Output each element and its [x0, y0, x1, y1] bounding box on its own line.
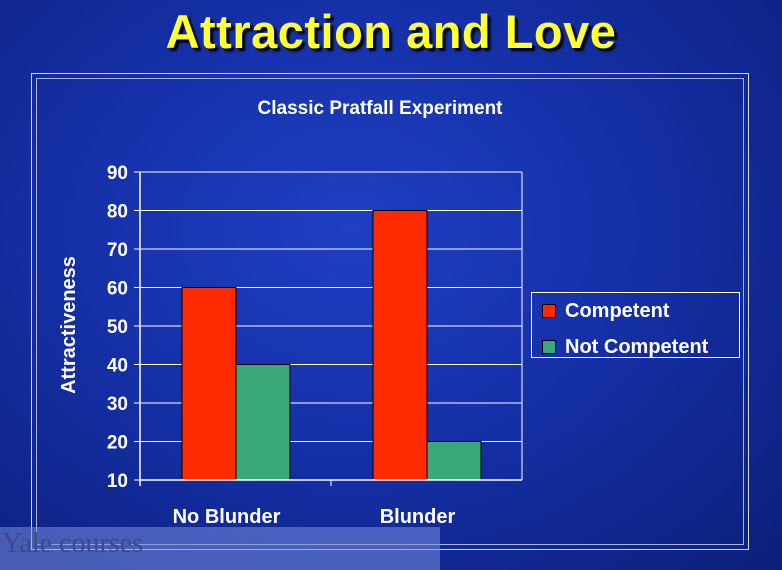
y-tick-label: 20: [107, 433, 128, 454]
y-tick-label: 40: [107, 356, 128, 377]
y-tick-label: 80: [107, 202, 128, 223]
bar-not-competent: [426, 441, 482, 481]
chart-legend: Competent Not Competent: [531, 292, 740, 358]
x-category-label: No Blunder: [173, 506, 281, 528]
legend-item-not-competent: Not Competent: [542, 334, 708, 360]
y-tick-label: 90: [107, 163, 128, 184]
y-tick-label: 30: [107, 394, 128, 415]
bar-competent: [181, 287, 237, 481]
chart-title: Classic Pratfall Experiment: [258, 98, 504, 119]
legend-swatch-not-competent: [542, 340, 556, 354]
legend-item-competent: Competent: [542, 298, 669, 324]
y-tick-label: 50: [107, 317, 128, 338]
y-axis-label: Attractiveness: [58, 256, 80, 394]
y-tick-label: 10: [107, 471, 128, 492]
bar-not-competent: [235, 364, 291, 481]
y-tick-label: 60: [107, 279, 128, 300]
watermark-band: [0, 527, 440, 570]
y-tick-label: 70: [107, 240, 128, 261]
legend-swatch-competent: [542, 304, 556, 318]
legend-label-not-competent: Not Competent: [565, 335, 709, 358]
watermark-text: Yale courses: [2, 528, 144, 559]
legend-label-competent: Competent: [565, 299, 670, 322]
slide-title: Attraction and Love: [165, 5, 617, 58]
bar-competent: [372, 210, 428, 481]
x-category-label: Blunder: [380, 506, 456, 528]
